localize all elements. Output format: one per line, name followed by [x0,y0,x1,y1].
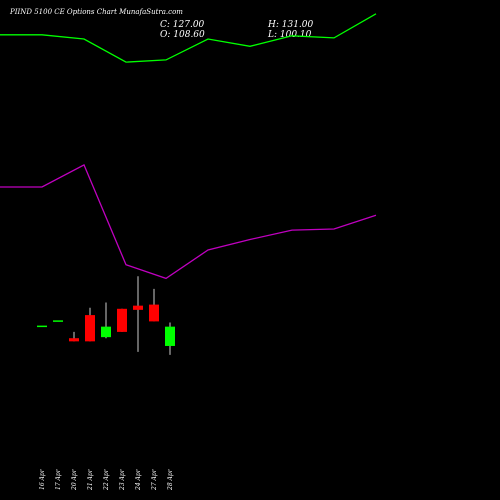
high-value: H: 131.00 [268,20,314,30]
chart-title: PIIND 5100 CE Options Chart MunafaSutra.… [10,8,183,16]
x-tick-label: 27 Apr [151,468,158,491]
candle-body [149,304,159,322]
candle-body [37,325,47,328]
x-tick-label: 28 Apr [167,468,174,491]
close-value: C: 127.00 [160,20,205,30]
low-value: L: 100.10 [268,30,312,40]
lower-band-line [0,163,377,280]
open-value: O: 108.60 [160,30,205,40]
x-tick-label: 23 Apr [119,468,126,491]
upper-band-line [0,13,377,63]
candle-body [133,305,143,310]
x-tick-label: 16 Apr [39,468,46,490]
x-tick-label: 20 Apr [71,468,78,491]
candle-body [53,320,63,322]
candle-body [101,326,111,338]
candle-body [165,326,175,346]
x-tick-label: 24 Apr [135,468,142,491]
candle-body [85,315,95,342]
x-tick-label: 22 Apr [103,468,110,491]
candle-body [117,308,127,332]
candle-body [69,338,79,342]
x-tick-label: 21 Apr [87,468,94,491]
x-tick-label: 17 Apr [55,468,62,490]
